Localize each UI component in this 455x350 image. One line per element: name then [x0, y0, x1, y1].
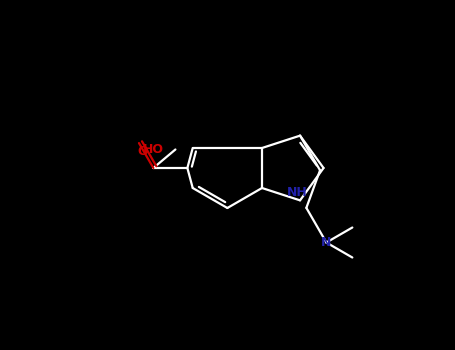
Text: HO: HO [142, 143, 163, 156]
Text: NH: NH [287, 186, 308, 199]
Text: O: O [138, 145, 148, 158]
Text: N: N [321, 236, 332, 249]
